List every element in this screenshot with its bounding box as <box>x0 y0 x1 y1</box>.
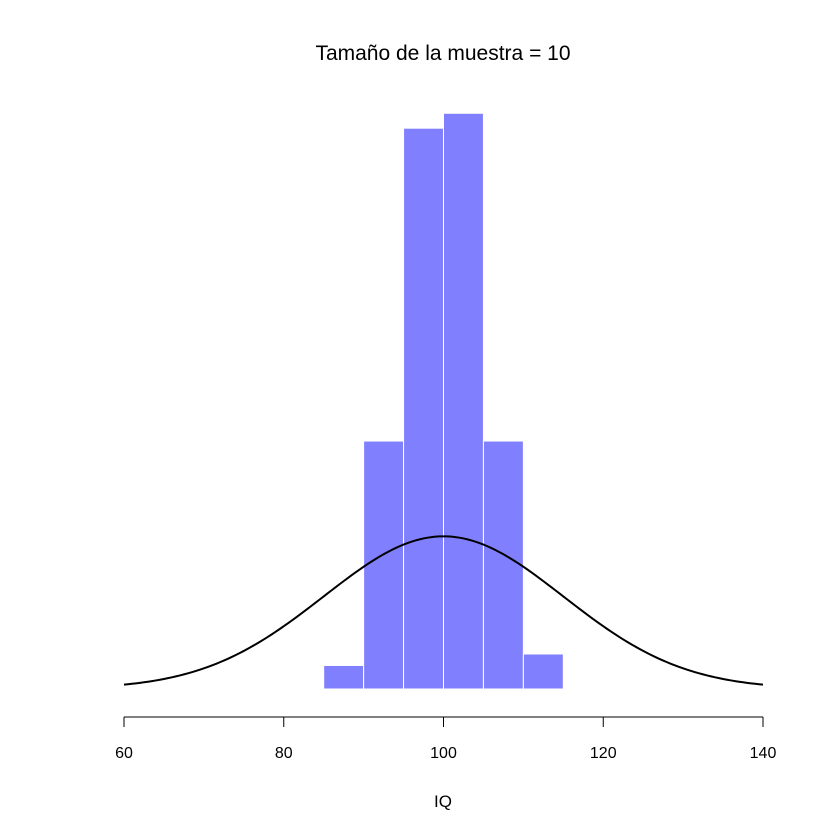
histogram-bars <box>323 112 564 690</box>
x-tick-label: 140 <box>750 745 777 762</box>
histogram-bar <box>403 127 444 690</box>
x-tick-label: 60 <box>115 745 133 762</box>
x-tick-label: 80 <box>275 745 293 762</box>
chart-title: Tamaño de la muestra = 10 <box>315 42 570 65</box>
histogram-bar <box>522 653 564 690</box>
normal-density-curve <box>123 535 764 686</box>
histogram-bar <box>482 440 524 690</box>
histogram-bar <box>363 440 405 690</box>
x-axis-title: IQ <box>434 792 452 811</box>
x-tick-label: 100 <box>430 745 457 762</box>
histogram-bar <box>443 112 484 690</box>
x-axis: 60 80 100 120 140 <box>115 716 777 762</box>
histogram-bar <box>323 664 365 690</box>
x-tick-label: 120 <box>590 745 617 762</box>
